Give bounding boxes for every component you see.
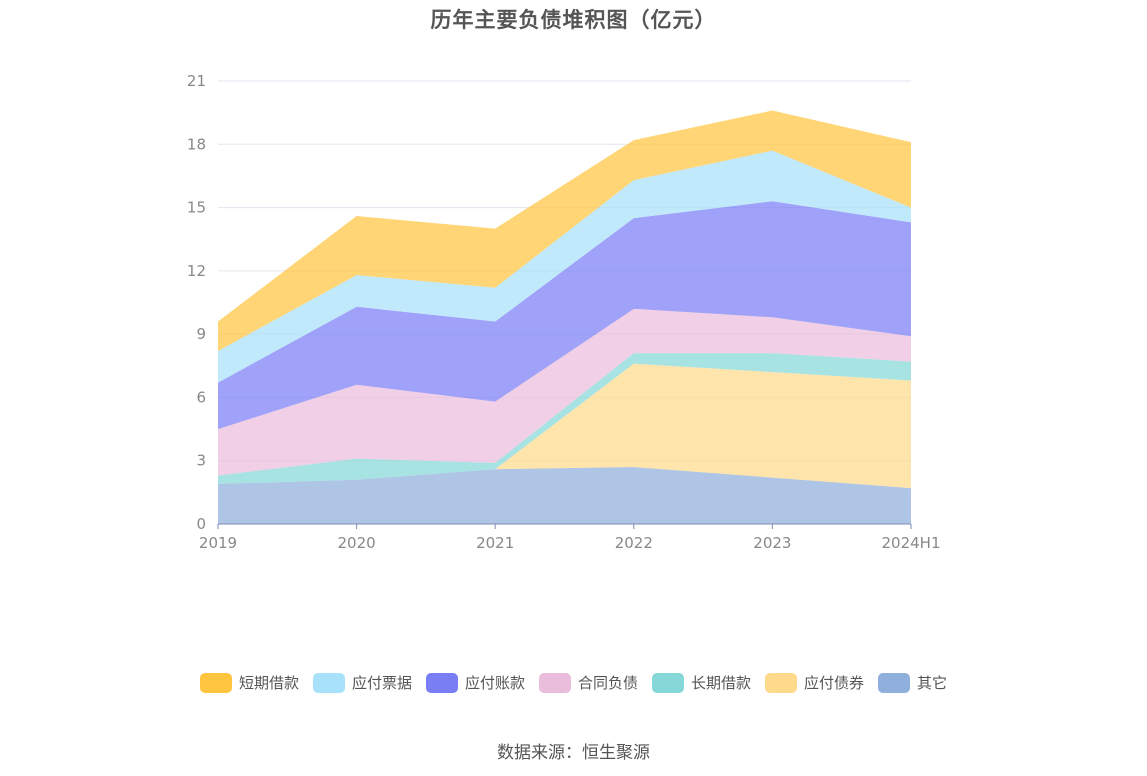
area-series-应付债券 (218, 363, 911, 489)
legend-swatch (765, 672, 798, 693)
area-series-合同负债 (218, 308, 911, 476)
x-tick-label: 2022 (615, 534, 653, 552)
axes: 0 3 6 9 12 15 18 21 2019 2020 2021 2022 2023 2024H1 (187, 72, 941, 552)
legend-label: 合同负债 (577, 674, 638, 692)
source-note: 数据来源：恒生聚源 (497, 743, 650, 763)
x-tick-label: 2020 (338, 534, 376, 552)
legend-item-合同负债[interactable]: 合同负债 (538, 672, 638, 693)
legend-label: 应付票据 (351, 674, 412, 692)
legend-item-长期借款[interactable]: 长期借款 (652, 672, 751, 693)
chart-title: 历年主要负债堆积图（亿元） (430, 8, 717, 32)
legend-label: 其它 (917, 674, 948, 692)
y-tick-label: 6 (196, 388, 206, 406)
y-tick-label: 21 (187, 72, 206, 90)
legend-item-其它[interactable]: 其它 (878, 672, 947, 693)
legend-swatch (199, 672, 232, 693)
area-series-应付票据 (218, 150, 911, 383)
legend-item-短期借款[interactable]: 短期借款 (199, 672, 299, 693)
x-tick-label: 2019 (199, 534, 237, 552)
area-series-应付账款 (218, 201, 911, 430)
stacked-area-chart: 0 3 6 9 12 15 18 21 2019 2020 2021 2022 2023 2024H1 (187, 72, 941, 552)
area-series-长期借款 (218, 353, 911, 484)
y-tick-label: 9 (196, 325, 206, 343)
y-tick-label: 12 (187, 262, 206, 280)
area-series-短期借款 (218, 110, 911, 352)
area-series-其它 (218, 467, 911, 524)
legend-swatch (652, 672, 684, 693)
y-tick-label: 0 (196, 515, 206, 533)
legend-label: 应付债券 (804, 674, 865, 692)
legend-swatch (425, 672, 458, 693)
legend-label: 应付账款 (464, 674, 525, 692)
y-tick-label: 18 (187, 135, 206, 153)
x-tick-label: 2023 (753, 534, 791, 552)
legend-label: 短期借款 (238, 674, 299, 692)
legend-item-应付债券[interactable]: 应付债券 (765, 672, 864, 693)
x-tick-label: 2021 (476, 534, 514, 552)
legend-label: 长期借款 (691, 674, 752, 692)
legend-swatch (312, 672, 345, 693)
legend-item-应付账款[interactable]: 应付账款 (425, 672, 525, 693)
area-series (218, 110, 911, 524)
legend-swatch (878, 672, 911, 693)
y-tick-label: 15 (187, 199, 206, 217)
legend-item-应付票据[interactable]: 应付票据 (312, 672, 412, 693)
legend-swatch (538, 672, 571, 693)
y-tick-label: 3 (196, 452, 206, 470)
legend: 短期借款 应付票据 应付账款 合同负债 长期借款 应付债券 其它 (0, 672, 1147, 693)
x-tick-label: 2024H1 (882, 534, 941, 552)
